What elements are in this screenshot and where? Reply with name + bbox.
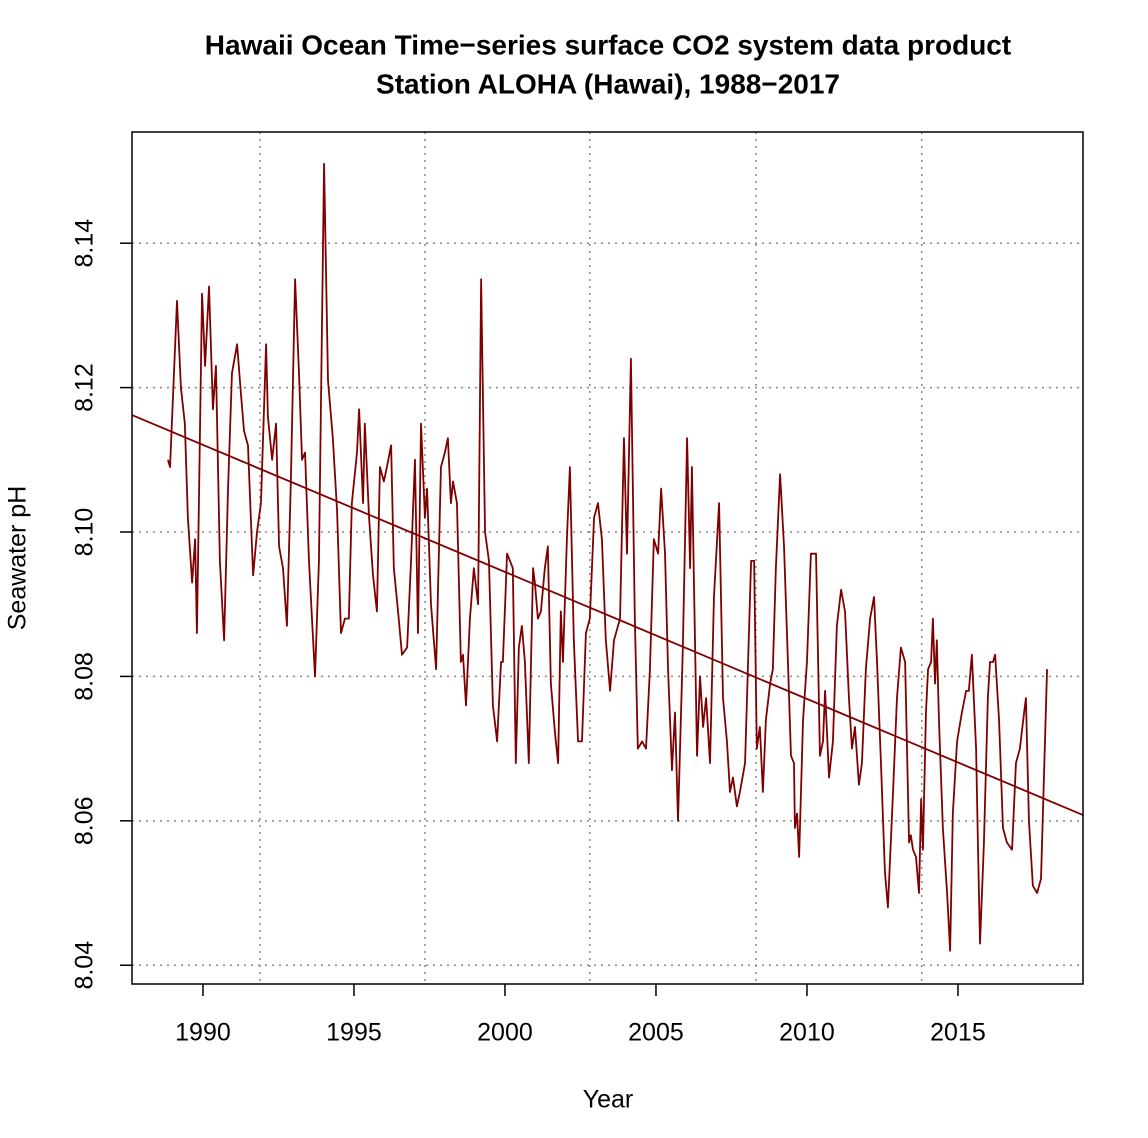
x-axis-label: Year — [583, 1086, 634, 1114]
data-line — [131, 414, 1084, 816]
y-tick-label: 8.08 — [71, 652, 99, 701]
chart-subtitle: Station ALOHA (Hawai), 1988−2017 — [376, 68, 840, 99]
x-tick-label: 1990 — [175, 1019, 231, 1047]
data-line — [167, 162, 1048, 952]
y-tick-label: 8.12 — [71, 363, 99, 412]
y-tick-label: 8.06 — [71, 796, 99, 845]
x-tick-label: 2015 — [930, 1019, 986, 1047]
x-tick-label: 2000 — [477, 1019, 533, 1047]
x-tick-label: 1995 — [326, 1019, 382, 1047]
x-tick-label: 2010 — [779, 1019, 835, 1047]
plot-frame — [131, 131, 1084, 985]
y-tick-label: 8.04 — [71, 941, 99, 990]
y-tick-label: 8.14 — [71, 219, 99, 268]
x-tick-label: 2005 — [628, 1019, 684, 1047]
y-axis-label: Seawater pH — [4, 486, 32, 631]
y-tick-label: 8.10 — [71, 508, 99, 557]
chart-title: Hawaii Ocean Time−series surface CO2 sys… — [205, 29, 1011, 60]
